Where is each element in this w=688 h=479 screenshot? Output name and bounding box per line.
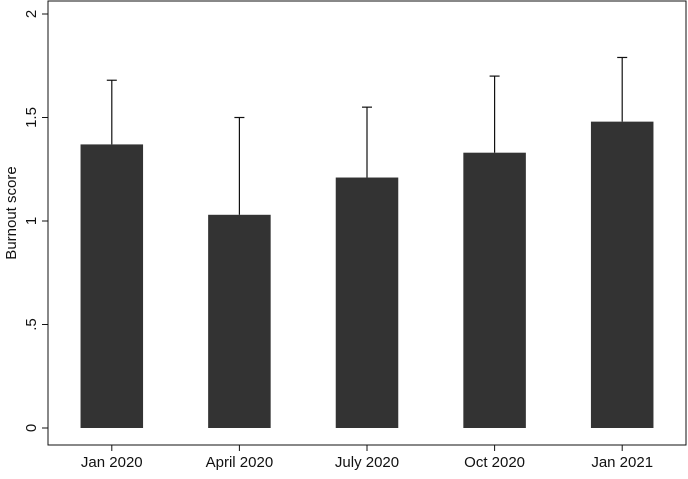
y-tick-label: 1.5 — [23, 107, 40, 128]
x-tick-label: July 2020 — [335, 454, 399, 471]
x-tick-label: Jan 2021 — [591, 454, 653, 471]
bar — [590, 121, 654, 428]
x-tick-label: Jan 2020 — [81, 454, 143, 471]
y-tick-label: 2 — [23, 10, 40, 18]
bar — [463, 152, 526, 428]
bar — [208, 214, 271, 428]
bar — [335, 177, 399, 428]
y-tick-label: .5 — [23, 318, 40, 331]
y-tick-label: 1 — [23, 217, 40, 225]
bar — [80, 144, 144, 428]
y-tick-label: 0 — [23, 424, 40, 432]
x-tick-label: Oct 2020 — [464, 454, 525, 471]
x-tick-label: April 2020 — [206, 454, 274, 471]
y-axis-label: Burnout score — [3, 166, 20, 259]
